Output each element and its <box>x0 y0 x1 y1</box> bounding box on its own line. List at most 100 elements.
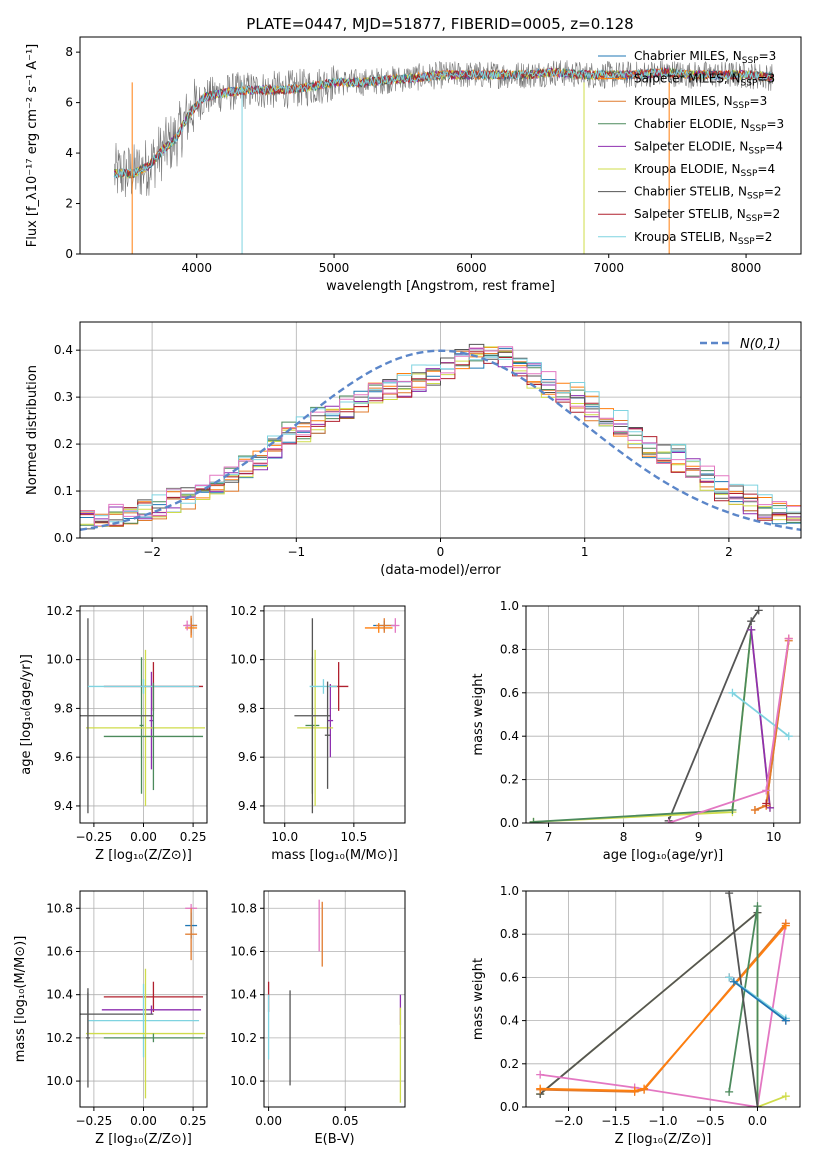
weight-series-line <box>540 925 787 1092</box>
y-tick-label: 9.6 <box>238 750 257 764</box>
panel-z-age: −0.25 0.00 0.25 9.4 9.6 9.8 10.0 10.2 Z [log₁₀(Z… <box>19 604 208 863</box>
x-tick-label: 0.00 <box>255 1114 282 1128</box>
panel-spectrum: 4000 5000 6000 7000 8000 0 2 4 6 8 wavelength [Ang… <box>25 36 802 294</box>
panel-z-mass: −0.25 0.00 0.25 10.0 10.2 10.4 10.6 10.8 Z [log₁… <box>13 890 208 1147</box>
y-tick-label: 9.6 <box>54 750 73 764</box>
y-tick-label: 6 <box>65 96 73 110</box>
legend-label: Salpeter STELIB, NSSP=2 <box>634 207 780 224</box>
weight-point-marker <box>753 1103 762 1107</box>
weight-point-marker <box>753 902 762 911</box>
plot-area-z-mass <box>80 903 206 1099</box>
axes-frame <box>525 605 801 824</box>
weight-series-line <box>728 893 759 1107</box>
y-tick-label: 0.1 <box>54 484 73 498</box>
y-tick-label: 4 <box>65 146 73 160</box>
y-axis-label: mass weight <box>471 673 486 755</box>
histogram-step-line <box>80 346 801 527</box>
y-tick-label: 0.2 <box>500 1057 519 1071</box>
weight-point-marker <box>781 1016 790 1025</box>
y-tick-label: 10.8 <box>230 901 257 915</box>
weight-series-line <box>667 609 760 822</box>
x-tick-label: 7 <box>545 830 553 844</box>
x-tick-label: −2 <box>143 545 161 559</box>
y-tick-label: 10.6 <box>46 944 73 958</box>
y-tick-label: 10.2 <box>46 1031 73 1045</box>
y-tick-label: 1.0 <box>500 884 519 898</box>
x-tick-label: 0.25 <box>180 830 207 844</box>
x-tick-label: 10 <box>766 830 781 844</box>
x-axis-label: E(B-V) <box>314 1132 354 1147</box>
y-tick-label: 10.2 <box>230 1031 257 1045</box>
axes-frame <box>79 36 802 255</box>
x-tick-label: 0.25 <box>180 1114 207 1128</box>
plot-area-mass-age <box>294 618 400 814</box>
legend-label: Salpeter ELODIE, NSSP=4 <box>634 139 783 156</box>
x-tick-label: 0.0 <box>748 1114 767 1128</box>
weight-point-marker <box>536 1084 545 1093</box>
x-tick-label: −0.5 <box>696 1114 725 1128</box>
weight-series-line <box>540 923 787 1107</box>
x-tick-label: −2.0 <box>554 1114 583 1128</box>
y-tick-label: 9.4 <box>238 799 257 813</box>
y-tick-label: 10.0 <box>46 1074 73 1088</box>
legend-label: Kroupa ELODIE, NSSP=4 <box>634 162 775 179</box>
weight-series-line <box>733 980 787 1022</box>
weight-point-marker <box>728 688 737 697</box>
weight-point-marker <box>630 1086 639 1095</box>
x-tick-label: 8 <box>620 830 628 844</box>
weight-point-marker <box>747 625 756 634</box>
weight-point-marker <box>529 817 538 823</box>
panel-ebv-mass: 0.00 0.05 10.0 10.2 10.4 10.6 10.8 E(B-V) <box>230 890 406 1147</box>
y-tick-label: 9.8 <box>238 701 257 715</box>
y-tick-label: 9.8 <box>54 701 73 715</box>
x-tick-label: 6000 <box>456 261 487 275</box>
figure-title: PLATE=0447, MJD=51877, FIBERID=0005, z=0… <box>246 15 633 33</box>
x-tick-label: −0.25 <box>76 1114 113 1128</box>
x-axis-label: Z [log₁₀(Z/Z⊙)] <box>95 1132 192 1147</box>
y-axis-label: mass weight <box>471 958 486 1040</box>
x-tick-label: 10.0 <box>271 830 298 844</box>
y-tick-label: 0.0 <box>500 816 519 830</box>
weight-point-marker <box>762 786 771 795</box>
plot-area-ebv-mass <box>267 899 402 1103</box>
weight-point-marker <box>536 1070 545 1079</box>
x-tick-label: 4000 <box>181 261 212 275</box>
x-tick-label: −0.25 <box>76 830 113 844</box>
weight-series-line <box>668 638 790 823</box>
weight-point-marker <box>729 977 738 986</box>
weight-series-line <box>533 629 753 823</box>
weight-point-marker <box>781 1092 790 1101</box>
plot-area-z-weight <box>536 891 790 1107</box>
chart-panels: 4000 5000 6000 7000 8000 0 2 4 6 8 wavelength [Ang… <box>13 36 802 1147</box>
x-tick-label: 8000 <box>731 261 762 275</box>
normal-reference-curve <box>80 349 801 531</box>
y-tick-label: 1.0 <box>500 599 519 613</box>
y-tick-label: 2 <box>65 197 73 211</box>
x-axis-label: Z [log₁₀(Z/Z⊙)] <box>95 848 192 863</box>
legend-label: Kroupa MILES, NSSP=3 <box>634 94 767 111</box>
spectrum-legend: Chabrier MILES, NSSP=3 Salpeter MILES, NS… <box>598 49 784 247</box>
y-axis-label: Flux [f_λ10⁻¹⁷ erg cm⁻² s⁻¹ A⁻¹] <box>25 44 40 248</box>
weight-point-marker <box>725 1087 734 1096</box>
y-tick-label: 0.4 <box>54 343 73 357</box>
y-tick-label: 0.8 <box>500 927 519 941</box>
weight-point-marker <box>664 819 673 823</box>
legend-label: Kroupa STELIB, NSSP=2 <box>634 230 772 247</box>
y-tick-label: 10.2 <box>230 604 257 618</box>
y-axis-label: mass [log₁₀(M/M⊙)] <box>13 936 28 1063</box>
weight-series-line <box>539 911 759 1095</box>
y-tick-label: 10.4 <box>46 988 73 1002</box>
y-axis-label: age [log₁₀(age/yr)] <box>19 654 34 775</box>
weight-series-line <box>754 640 790 811</box>
axes-frame <box>263 890 406 1108</box>
x-tick-label: 0.05 <box>332 1114 359 1128</box>
y-tick-label: 0.4 <box>500 1014 519 1028</box>
weight-point-marker <box>784 634 793 643</box>
legend-label: Chabrier MILES, NSSP=3 <box>634 49 776 66</box>
axes-frame <box>263 605 406 824</box>
y-tick-label: 9.4 <box>54 799 73 813</box>
weight-point-marker <box>784 732 793 741</box>
weight-point-marker <box>725 973 734 982</box>
x-tick-label: 9 <box>695 830 703 844</box>
